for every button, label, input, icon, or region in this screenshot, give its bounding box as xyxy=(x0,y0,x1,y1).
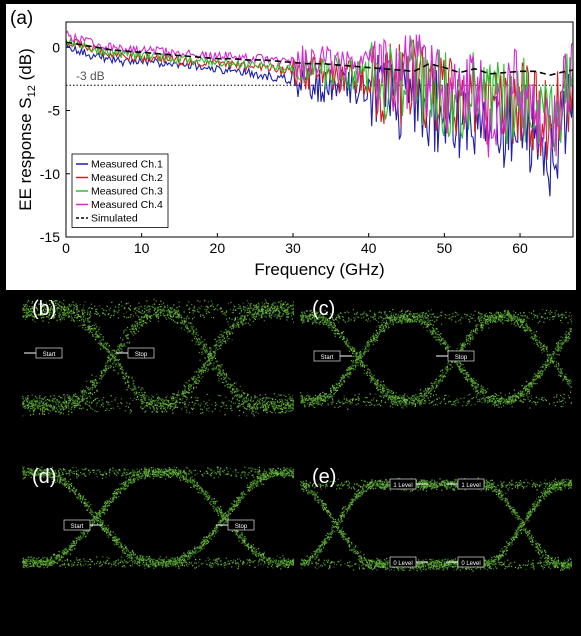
marker-label-2: Stop xyxy=(135,352,148,358)
marker-label-2: Stop xyxy=(235,524,248,530)
eye-trace-points xyxy=(300,477,572,572)
legend-label-1: Measured Ch.1 xyxy=(91,159,163,171)
marker-box-1 xyxy=(389,478,417,490)
eye-trace-points xyxy=(22,466,294,570)
series-line-4 xyxy=(66,30,573,158)
marker-label-3: 0 Level xyxy=(393,561,412,567)
y-tick-label-2: -10 xyxy=(40,166,60,182)
series-group xyxy=(66,30,573,197)
panel-label-e: (e) xyxy=(312,466,337,488)
x-axis-label: Frequency (GHz) xyxy=(254,260,384,279)
marker-box-4 xyxy=(457,556,485,568)
marker-label-4: 0 Level xyxy=(461,561,480,567)
marker-box-2 xyxy=(227,519,255,531)
marker-label-1: Start xyxy=(71,524,84,530)
panel-label-b: (b) xyxy=(32,298,57,320)
eye-markers: Start Stop xyxy=(63,519,255,531)
eye-diagram-c: Start Stop xyxy=(300,292,572,420)
panel-label-c: (c) xyxy=(312,298,336,320)
y-axis-label: EE response S12 (dB) xyxy=(16,48,38,211)
x-tick-label-0: 0 xyxy=(62,240,70,256)
legend-label-3: Measured Ch.3 xyxy=(91,186,163,198)
x-tick-label-4: 40 xyxy=(361,240,377,256)
x-tick-label-5: 50 xyxy=(437,240,453,256)
y-tick-label-0: 0 xyxy=(52,39,60,55)
panel-label-a: (a) xyxy=(10,8,33,29)
series-line-5 xyxy=(66,41,573,76)
marker-box-1 xyxy=(35,347,63,359)
eye-diagram-e: 1 Level 1 Level 0 Level 0 Level xyxy=(300,452,572,580)
y-tick-label-1: -5 xyxy=(48,103,61,119)
eye-diagram-d: Start Stop xyxy=(22,452,294,580)
marker-box-1 xyxy=(63,519,91,531)
series-line-2 xyxy=(66,38,573,160)
x-tick-label-3: 30 xyxy=(285,240,301,256)
reference-line-label: -3 dB xyxy=(76,69,105,83)
marker-label-1: Start xyxy=(43,352,56,358)
x-tick-label-1: 10 xyxy=(134,240,150,256)
eye-trace-points xyxy=(22,298,294,417)
marker-label-2: 1 Level xyxy=(461,483,480,489)
marker-box-1 xyxy=(313,350,341,362)
marker-box-3 xyxy=(389,556,417,568)
frequency-response-chart: -3 dB 0 10 20 30 40 50 60 0 -5 -10 -15 Frequency (GH… xyxy=(6,4,576,290)
eye-markers: Start Stop xyxy=(313,350,475,362)
plot-frame xyxy=(65,21,574,238)
marker-box-2 xyxy=(127,347,155,359)
x-tick-label-6: 60 xyxy=(512,240,528,256)
eye-trace-points xyxy=(300,308,572,410)
eye-markers: 1 Level 1 Level 0 Level 0 Level xyxy=(389,478,485,568)
y-tick-label-3: -15 xyxy=(40,229,60,245)
panel-label-d: (d) xyxy=(32,466,57,488)
marker-label-2: Stop xyxy=(455,355,468,361)
eye-diagram-b: Start Stop xyxy=(22,292,294,420)
eye-markers: Start Stop xyxy=(24,347,155,359)
legend-label-4: Measured Ch.4 xyxy=(91,199,163,211)
marker-box-2 xyxy=(457,478,485,490)
marker-label-1: 1 Level xyxy=(393,483,412,489)
marker-label-1: Start xyxy=(321,355,334,361)
legend-label-2: Measured Ch.2 xyxy=(91,172,163,184)
x-tick-label-2: 20 xyxy=(210,240,226,256)
legend-label-5: Simulated xyxy=(91,213,138,225)
marker-box-2 xyxy=(447,350,475,362)
